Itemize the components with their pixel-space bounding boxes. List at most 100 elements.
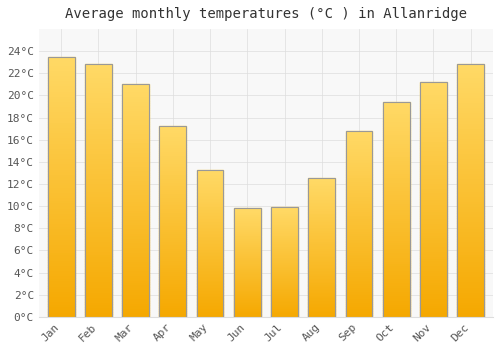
Bar (122, 84, 149, 317)
Bar (160, 140, 186, 142)
Bar (122, 145, 149, 147)
Bar (420, 218, 447, 220)
Bar (234, 243, 260, 244)
Bar (271, 307, 298, 308)
Bar (420, 132, 447, 134)
Bar (383, 220, 409, 222)
Bar (234, 316, 260, 317)
Bar (85, 183, 112, 186)
Bar (196, 214, 224, 215)
Bar (85, 274, 112, 276)
Bar (122, 236, 149, 238)
Bar (160, 218, 186, 220)
Bar (196, 251, 224, 252)
Bar (458, 261, 484, 264)
Bar (196, 225, 224, 227)
Bar (122, 312, 149, 315)
Bar (420, 108, 447, 110)
Bar (85, 120, 112, 122)
Bar (346, 189, 372, 190)
Bar (48, 288, 74, 291)
Bar (346, 274, 372, 276)
Bar (308, 186, 335, 187)
Bar (85, 226, 112, 229)
Bar (308, 295, 335, 296)
Bar (383, 134, 409, 136)
Bar (271, 239, 298, 240)
Bar (196, 199, 224, 201)
Bar (383, 130, 409, 132)
Bar (383, 222, 409, 224)
Bar (271, 245, 298, 246)
Bar (160, 201, 186, 203)
Bar (458, 279, 484, 281)
Bar (160, 191, 186, 193)
Bar (234, 312, 260, 313)
Bar (122, 294, 149, 296)
Bar (196, 178, 224, 180)
Bar (346, 183, 372, 185)
Bar (85, 64, 112, 317)
Bar (346, 246, 372, 248)
Bar (458, 304, 484, 307)
Bar (160, 265, 186, 267)
Bar (271, 261, 298, 262)
Bar (160, 315, 186, 317)
Bar (122, 280, 149, 282)
Bar (85, 231, 112, 233)
Bar (346, 293, 372, 294)
Bar (383, 145, 409, 147)
Bar (271, 213, 298, 214)
Bar (85, 208, 112, 211)
Bar (346, 244, 372, 246)
Bar (458, 138, 484, 140)
Bar (234, 290, 260, 291)
Bar (308, 261, 335, 263)
Bar (271, 246, 298, 247)
Bar (458, 158, 484, 160)
Bar (458, 145, 484, 148)
Bar (420, 237, 447, 239)
Bar (160, 163, 186, 164)
Bar (346, 140, 372, 142)
Bar (234, 280, 260, 281)
Bar (196, 299, 224, 301)
Bar (271, 284, 298, 285)
Bar (383, 278, 409, 280)
Bar (458, 100, 484, 102)
Bar (458, 216, 484, 218)
Bar (160, 285, 186, 286)
Bar (383, 190, 409, 192)
Bar (420, 211, 447, 213)
Bar (271, 273, 298, 274)
Bar (160, 228, 186, 229)
Bar (346, 170, 372, 172)
Bar (308, 215, 335, 216)
Bar (85, 186, 112, 188)
Bar (308, 198, 335, 199)
Bar (420, 232, 447, 235)
Bar (271, 233, 298, 235)
Bar (160, 279, 186, 281)
Bar (346, 243, 372, 244)
Bar (383, 229, 409, 231)
Bar (346, 235, 372, 237)
Bar (196, 255, 224, 257)
Bar (234, 209, 260, 210)
Bar (420, 172, 447, 174)
Bar (234, 238, 260, 239)
Bar (271, 279, 298, 280)
Bar (271, 293, 298, 294)
Bar (234, 215, 260, 216)
Bar (271, 220, 298, 222)
Bar (383, 194, 409, 197)
Bar (122, 173, 149, 175)
Bar (48, 187, 74, 189)
Bar (346, 155, 372, 157)
Bar (308, 242, 335, 244)
Bar (271, 211, 298, 212)
Bar (122, 208, 149, 210)
Bar (48, 174, 74, 176)
Bar (308, 254, 335, 256)
Bar (308, 274, 335, 275)
